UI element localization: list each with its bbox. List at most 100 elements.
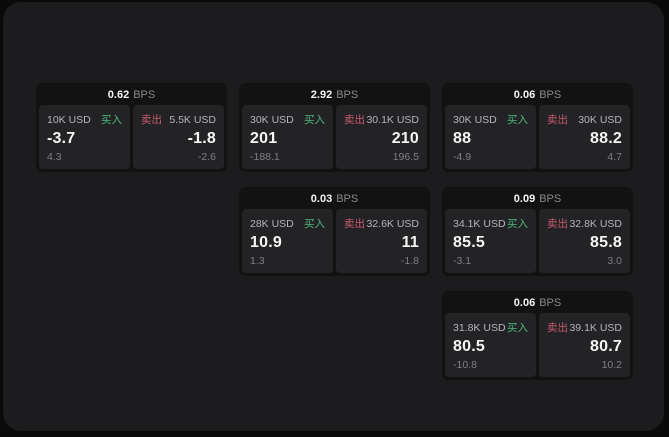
sell-price: 85.8 (590, 234, 622, 251)
buy-tile-header: 31.8K USD 买入 (453, 320, 528, 335)
buy-secondary-value: 4.3 (47, 151, 62, 163)
buy-tile[interactable]: 34.1K USD 买入 85.5 -3.1 (445, 209, 536, 273)
buy-price: 85.5 (453, 234, 485, 251)
bps-unit-label: BPS (539, 89, 562, 101)
buy-tile[interactable]: 30K USD 买入 201 -188.1 (242, 105, 333, 169)
quote-card: 2.92 BPS 30K USD 买入 201 -188.1 卖出 30.1K … (239, 83, 430, 172)
sell-side-label: 卖出 (547, 322, 568, 334)
sell-secondary-value: -2.6 (197, 151, 216, 163)
sell-price: 88.2 (590, 130, 622, 147)
quote-card-grid: 0.62 BPS 10K USD 买入 -3.7 4.3 卖出 5.5K USD… (36, 83, 633, 380)
buy-sell-tiles: 28K USD 买入 10.9 1.3 卖出 32.6K USD 11 -1.8 (242, 209, 427, 273)
buy-price: -3.7 (47, 130, 76, 147)
bps-value: 2.92 (310, 89, 333, 101)
quote-card: 0.06 BPS 30K USD 买入 88 -4.9 卖出 30K USD 8… (442, 83, 633, 172)
buy-secondary-value: 1.3 (250, 255, 265, 267)
buy-tile[interactable]: 31.8K USD 买入 80.5 -10.8 (445, 313, 536, 377)
sell-amount: 5.5K USD (169, 113, 216, 126)
sell-tile-header: 卖出 39.1K USD (547, 320, 622, 335)
bps-value: 0.06 (513, 297, 536, 309)
buy-side-label: 买入 (304, 114, 325, 126)
sell-secondary-value: 4.7 (607, 151, 622, 163)
sell-secondary-value: 3.0 (607, 255, 622, 267)
sell-tile-header: 卖出 30K USD (547, 112, 622, 127)
bps-unit-label: BPS (539, 193, 562, 205)
bps-unit-label: BPS (539, 297, 562, 309)
sell-amount: 30K USD (578, 113, 622, 126)
buy-sell-tiles: 34.1K USD 买入 85.5 -3.1 卖出 32.8K USD 85.8… (445, 209, 630, 273)
sell-price: -1.8 (187, 130, 216, 147)
sell-secondary-value: -1.8 (400, 255, 419, 267)
sell-tile[interactable]: 卖出 5.5K USD -1.8 -2.6 (133, 105, 224, 169)
buy-secondary-value: -10.8 (453, 359, 477, 371)
sell-side-label: 卖出 (547, 218, 568, 230)
sell-secondary-value: 10.2 (601, 359, 622, 371)
sell-tile[interactable]: 卖出 30K USD 88.2 4.7 (539, 105, 630, 169)
buy-amount: 31.8K USD (453, 321, 506, 334)
bps-value: 0.09 (513, 193, 536, 205)
buy-price: 201 (250, 130, 278, 147)
buy-price: 88 (453, 130, 472, 147)
buy-sell-tiles: 30K USD 买入 88 -4.9 卖出 30K USD 88.2 4.7 (445, 105, 630, 169)
quote-card: 0.03 BPS 28K USD 买入 10.9 1.3 卖出 32.6K US… (239, 187, 430, 276)
sell-tile[interactable]: 卖出 32.6K USD 11 -1.8 (336, 209, 427, 273)
buy-tile[interactable]: 10K USD 买入 -3.7 4.3 (39, 105, 130, 169)
bps-value: 0.62 (107, 89, 130, 101)
card-header: 0.62 BPS (39, 86, 224, 105)
sell-amount: 30.1K USD (366, 113, 419, 126)
sell-side-label: 卖出 (141, 114, 162, 126)
sell-side-label: 卖出 (344, 218, 365, 230)
sell-tile[interactable]: 卖出 32.8K USD 85.8 3.0 (539, 209, 630, 273)
sell-tile[interactable]: 卖出 39.1K USD 80.7 10.2 (539, 313, 630, 377)
buy-amount: 28K USD (250, 217, 294, 230)
buy-amount: 10K USD (47, 113, 91, 126)
card-header: 0.06 BPS (445, 294, 630, 313)
buy-side-label: 买入 (507, 218, 528, 230)
sell-tile[interactable]: 卖出 30.1K USD 210 196.5 (336, 105, 427, 169)
buy-tile[interactable]: 28K USD 买入 10.9 1.3 (242, 209, 333, 273)
bps-unit-label: BPS (336, 193, 359, 205)
buy-amount: 30K USD (250, 113, 294, 126)
sell-amount: 32.8K USD (569, 217, 622, 230)
sell-price: 80.7 (590, 338, 622, 355)
card-header: 2.92 BPS (242, 86, 427, 105)
buy-secondary-value: -188.1 (250, 151, 280, 163)
sell-side-label: 卖出 (344, 114, 365, 126)
sell-tile-header: 卖出 32.8K USD (547, 216, 622, 231)
sell-amount: 32.6K USD (366, 217, 419, 230)
quote-card: 0.09 BPS 34.1K USD 买入 85.5 -3.1 卖出 32.8K… (442, 187, 633, 276)
buy-side-label: 买入 (507, 322, 528, 334)
card-header: 0.03 BPS (242, 190, 427, 209)
sell-price: 210 (391, 130, 419, 147)
buy-tile-header: 30K USD 买入 (453, 112, 528, 127)
buy-tile-header: 10K USD 买入 (47, 112, 122, 127)
sell-tile-header: 卖出 5.5K USD (141, 112, 216, 127)
sell-price: 11 (401, 234, 419, 251)
buy-sell-tiles: 30K USD 买入 201 -188.1 卖出 30.1K USD 210 1… (242, 105, 427, 169)
quotes-panel: 0.62 BPS 10K USD 买入 -3.7 4.3 卖出 5.5K USD… (3, 2, 664, 431)
buy-tile-header: 30K USD 买入 (250, 112, 325, 127)
bps-value: 0.03 (310, 193, 333, 205)
buy-side-label: 买入 (101, 114, 122, 126)
buy-price: 80.5 (453, 338, 485, 355)
buy-tile-header: 34.1K USD 买入 (453, 216, 528, 231)
card-header: 0.09 BPS (445, 190, 630, 209)
card-header: 0.06 BPS (445, 86, 630, 105)
buy-tile-header: 28K USD 买入 (250, 216, 325, 231)
sell-secondary-value: 196.5 (392, 151, 419, 163)
bps-unit-label: BPS (133, 89, 156, 101)
buy-tile[interactable]: 30K USD 买入 88 -4.9 (445, 105, 536, 169)
bps-unit-label: BPS (336, 89, 359, 101)
sell-tile-header: 卖出 30.1K USD (344, 112, 419, 127)
bps-value: 0.06 (513, 89, 536, 101)
buy-price: 10.9 (250, 234, 282, 251)
sell-tile-header: 卖出 32.6K USD (344, 216, 419, 231)
sell-side-label: 卖出 (547, 114, 568, 126)
buy-amount: 30K USD (453, 113, 497, 126)
buy-secondary-value: -3.1 (453, 255, 472, 267)
quote-card: 0.62 BPS 10K USD 买入 -3.7 4.3 卖出 5.5K USD… (36, 83, 227, 172)
buy-side-label: 买入 (304, 218, 325, 230)
buy-amount: 34.1K USD (453, 217, 506, 230)
buy-sell-tiles: 31.8K USD 买入 80.5 -10.8 卖出 39.1K USD 80.… (445, 313, 630, 377)
buy-sell-tiles: 10K USD 买入 -3.7 4.3 卖出 5.5K USD -1.8 -2.… (39, 105, 224, 169)
